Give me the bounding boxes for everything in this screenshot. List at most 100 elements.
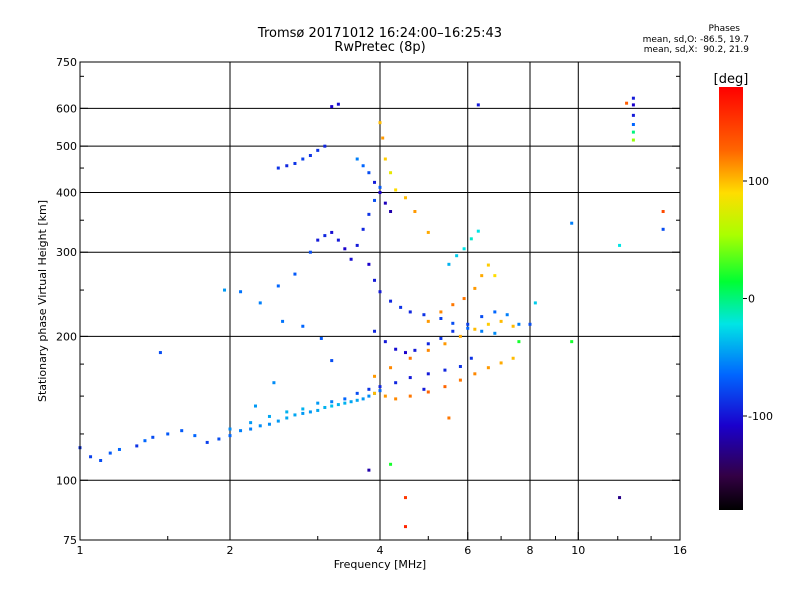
data-point bbox=[361, 164, 365, 168]
data-point bbox=[373, 329, 377, 333]
y-tick-label: 500 bbox=[56, 140, 77, 153]
data-point bbox=[373, 374, 377, 378]
data-point bbox=[151, 435, 155, 439]
data-point bbox=[389, 366, 393, 370]
data-point bbox=[517, 322, 521, 326]
data-point bbox=[476, 103, 480, 107]
x-tick-label: 4 bbox=[377, 544, 384, 557]
data-point bbox=[480, 329, 484, 333]
x-tick-label: 10 bbox=[571, 544, 585, 557]
data-point bbox=[166, 432, 170, 436]
x-tick-label: 8 bbox=[527, 544, 534, 557]
data-point bbox=[355, 243, 359, 247]
data-point bbox=[319, 336, 323, 340]
data-point bbox=[499, 319, 503, 323]
data-point bbox=[399, 305, 403, 309]
data-point bbox=[330, 359, 334, 363]
data-point bbox=[394, 188, 398, 192]
data-point bbox=[466, 326, 470, 330]
data-point bbox=[570, 221, 574, 225]
data-point bbox=[480, 274, 484, 278]
data-point bbox=[330, 105, 334, 109]
data-point bbox=[439, 336, 443, 340]
y-tick-label: 75 bbox=[63, 534, 77, 547]
data-point bbox=[355, 157, 359, 161]
data-point bbox=[631, 138, 635, 142]
data-point bbox=[355, 398, 359, 402]
data-point bbox=[158, 351, 162, 355]
data-point bbox=[426, 372, 430, 376]
data-point bbox=[473, 372, 477, 376]
data-point bbox=[625, 101, 629, 105]
data-point bbox=[285, 416, 289, 420]
data-point bbox=[343, 397, 347, 401]
data-point bbox=[308, 250, 312, 254]
data-point bbox=[469, 237, 473, 241]
grid bbox=[80, 62, 680, 540]
data-point bbox=[293, 413, 297, 417]
data-point bbox=[439, 316, 443, 320]
data-point bbox=[301, 157, 305, 161]
data-point bbox=[293, 161, 297, 165]
data-point bbox=[239, 290, 243, 294]
data-point bbox=[493, 274, 497, 278]
data-point bbox=[355, 391, 359, 395]
data-point bbox=[378, 290, 382, 294]
y-tick-label: 750 bbox=[56, 56, 77, 69]
data-point bbox=[378, 190, 382, 194]
data-point bbox=[330, 404, 334, 408]
data-point bbox=[511, 356, 515, 360]
data-point bbox=[426, 348, 430, 352]
data-point bbox=[323, 144, 327, 148]
data-point bbox=[349, 257, 353, 261]
data-point bbox=[389, 210, 393, 214]
data-point bbox=[336, 403, 340, 407]
data-point bbox=[330, 230, 334, 234]
data-point bbox=[389, 299, 393, 303]
data-point bbox=[511, 324, 515, 328]
data-point bbox=[443, 385, 447, 389]
figure-subtitle: RwPretec (8p) bbox=[334, 40, 426, 55]
data-point bbox=[378, 385, 382, 389]
y-tick-label: 300 bbox=[56, 246, 77, 259]
data-point bbox=[389, 171, 393, 175]
data-point bbox=[316, 401, 320, 405]
data-point bbox=[426, 319, 430, 323]
data-point bbox=[316, 148, 320, 152]
data-point bbox=[408, 356, 412, 360]
data-point bbox=[267, 422, 271, 426]
data-point bbox=[267, 414, 271, 418]
y-tick-label: 200 bbox=[56, 330, 77, 343]
x-tick-label: 6 bbox=[464, 544, 471, 557]
colorbar-ticks: 100 0 -100 bbox=[743, 175, 773, 423]
data-point bbox=[281, 319, 285, 323]
data-point bbox=[426, 230, 430, 234]
data-point bbox=[217, 437, 221, 441]
data-point bbox=[276, 166, 280, 170]
x-axis-title: Frequency [MHz] bbox=[334, 558, 426, 571]
data-point bbox=[403, 525, 407, 529]
data-point bbox=[316, 408, 320, 412]
data-point bbox=[451, 321, 455, 325]
data-point bbox=[447, 262, 451, 266]
data-point bbox=[308, 410, 312, 414]
data-point bbox=[661, 210, 665, 214]
data-point bbox=[373, 391, 377, 395]
y-axis-title: Stationary phase Virtual Height [km] bbox=[36, 200, 49, 402]
data-point bbox=[403, 496, 407, 500]
data-point bbox=[476, 229, 480, 233]
data-point bbox=[301, 407, 305, 411]
axis-ticks bbox=[79, 61, 681, 541]
data-point bbox=[422, 313, 426, 317]
data-point bbox=[367, 387, 371, 391]
colorbar-tick-label: 0 bbox=[748, 293, 755, 306]
data-point bbox=[426, 342, 430, 346]
data-point bbox=[361, 397, 365, 401]
data-point bbox=[367, 212, 371, 216]
data-point bbox=[193, 434, 197, 438]
data-point bbox=[367, 262, 371, 266]
data-point bbox=[378, 389, 382, 393]
data-point bbox=[499, 361, 503, 365]
data-point bbox=[631, 96, 635, 100]
